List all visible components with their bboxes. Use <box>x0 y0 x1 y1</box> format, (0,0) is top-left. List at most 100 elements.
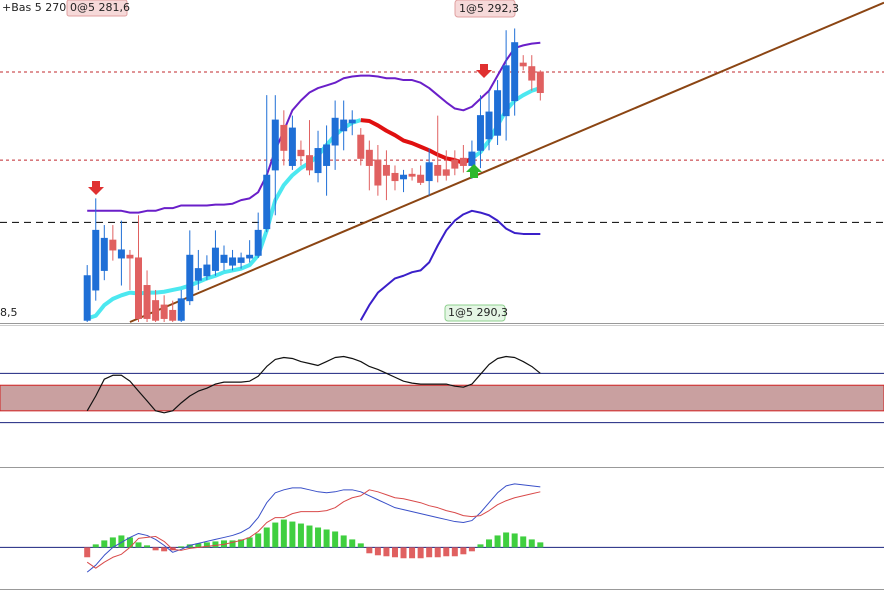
histogram-bar <box>178 546 185 548</box>
candle-body <box>502 65 510 117</box>
sell-arrow <box>88 181 104 195</box>
histogram-bar <box>289 521 296 548</box>
histogram-bar <box>468 547 475 552</box>
candle-body <box>391 172 399 182</box>
candle-body <box>382 164 390 176</box>
histogram-bar <box>144 545 151 548</box>
histogram-bar <box>109 537 116 548</box>
candle-body <box>271 119 279 171</box>
candle-body <box>451 159 459 169</box>
candle-body <box>229 257 237 266</box>
candle-body <box>109 239 117 251</box>
histogram-bar <box>272 522 279 548</box>
histogram-bar <box>400 547 407 559</box>
candle-body <box>83 275 91 321</box>
histogram-bar <box>255 533 262 548</box>
candle-body <box>203 264 211 277</box>
histogram-bar <box>238 539 245 548</box>
histogram-bar <box>528 539 535 548</box>
buy-arrow <box>466 164 482 178</box>
histogram-bar <box>451 547 458 557</box>
annotation: 0@5 281,6 <box>70 1 130 14</box>
histogram-bar <box>161 547 168 552</box>
candle-body <box>186 254 194 302</box>
candle-body <box>459 157 467 166</box>
candle-body <box>485 111 493 140</box>
candle-body <box>468 151 476 166</box>
histogram-bar <box>332 531 339 548</box>
histogram-bar <box>212 541 219 548</box>
candle-body <box>425 162 433 182</box>
candle-body <box>254 229 262 256</box>
indicator-line <box>86 355 541 414</box>
histogram-bar <box>477 544 484 548</box>
label-box <box>454 0 516 18</box>
histogram-bar <box>349 539 356 548</box>
candle-body <box>400 174 408 180</box>
candle-body <box>160 304 168 319</box>
candle-body <box>528 66 536 81</box>
annotation: +Bas 5 270,5 <box>2 1 77 14</box>
candle-body <box>169 309 177 321</box>
histogram-bar <box>383 547 390 557</box>
candle-body <box>434 164 442 176</box>
label-box <box>444 304 506 322</box>
annotation: 1@5 290,3 <box>448 306 508 319</box>
histogram-bar <box>357 543 364 548</box>
indicator-line <box>86 489 541 569</box>
candle-body <box>152 300 160 321</box>
histogram-bar <box>391 547 398 558</box>
candle-body <box>417 174 425 183</box>
candle-body <box>305 155 313 171</box>
histogram-bar <box>486 539 493 548</box>
histogram-bar <box>323 529 330 548</box>
candle-body <box>365 149 373 166</box>
candle-body <box>280 124 288 151</box>
candle-body <box>442 169 450 176</box>
sell-arrow <box>476 64 492 78</box>
histogram-bar <box>503 532 510 548</box>
histogram-bar <box>417 547 424 559</box>
trend-line <box>129 1 884 323</box>
histogram-bar <box>135 542 142 548</box>
candle-body <box>323 144 331 166</box>
label-box <box>66 0 128 17</box>
histogram-bar <box>460 547 467 555</box>
candle-body <box>314 148 322 174</box>
histogram-bar <box>409 547 416 559</box>
candle-body <box>297 149 305 157</box>
candle-body <box>100 237 108 271</box>
candle-body <box>263 174 271 230</box>
histogram-bar <box>126 537 133 548</box>
histogram-bar <box>263 527 270 548</box>
candle-body <box>237 257 245 263</box>
candle-body <box>511 42 519 102</box>
candle-body <box>288 127 296 166</box>
candle-body <box>143 285 151 319</box>
histogram-bar <box>443 547 450 557</box>
candle-body <box>134 257 142 319</box>
histogram-bar <box>280 519 287 548</box>
indicator-line <box>359 209 541 321</box>
histogram-bar <box>203 542 210 548</box>
histogram-bar <box>511 533 518 548</box>
histogram-bar <box>434 547 441 558</box>
annotation: 8,5 <box>0 306 18 319</box>
histogram-bar <box>84 547 91 558</box>
oscillator-zone <box>0 384 884 412</box>
candle-body <box>117 249 125 259</box>
histogram-bar <box>118 535 125 548</box>
candle-body <box>177 298 185 321</box>
histogram-bar <box>152 547 159 551</box>
label-box <box>0 305 16 321</box>
candle-body <box>331 117 339 146</box>
indicator-line <box>86 483 541 573</box>
candle-body <box>340 119 348 132</box>
histogram-bar <box>92 544 99 548</box>
histogram-bar <box>246 537 253 548</box>
candle-body <box>194 268 202 281</box>
candle-body <box>92 229 100 291</box>
candle-body <box>220 254 228 263</box>
